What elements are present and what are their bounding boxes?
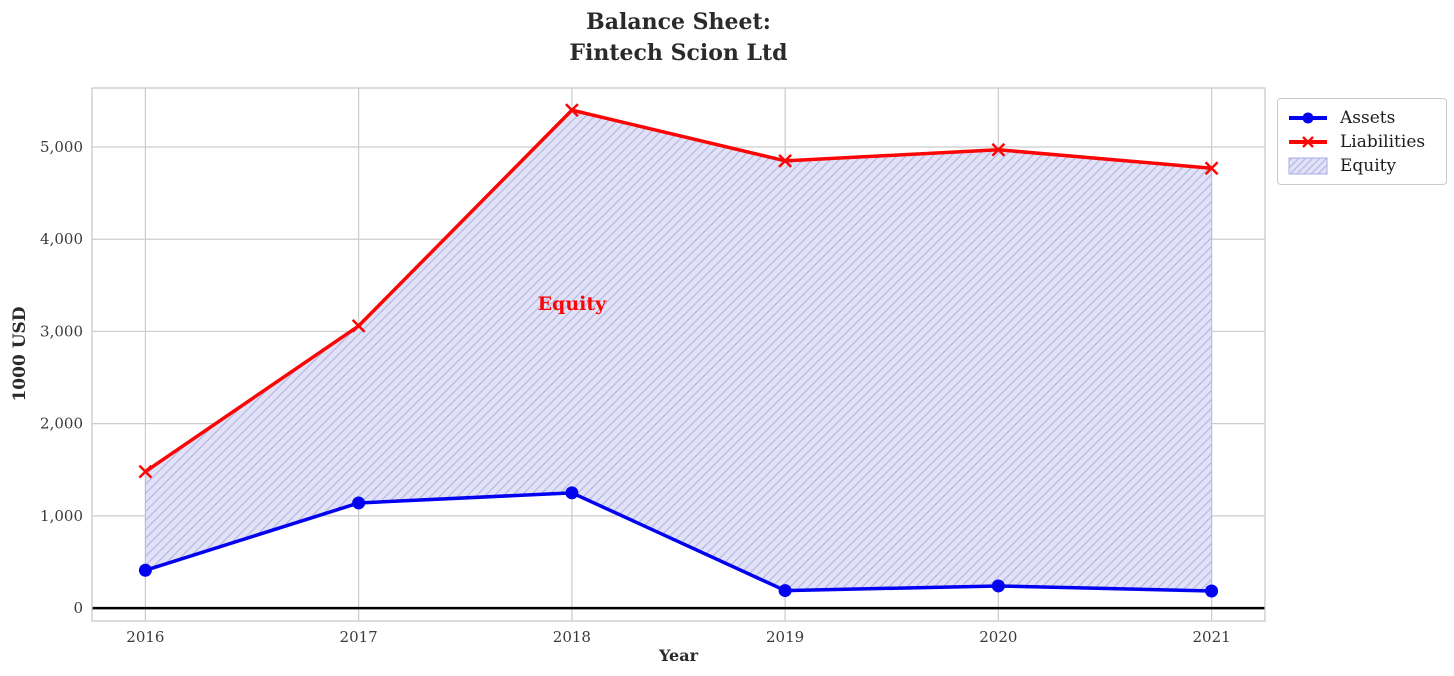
y-tick-label: 5,000 [40,138,83,156]
equity-swatch-icon [1288,157,1328,175]
y-tick-label: 1,000 [40,507,83,525]
liabilities-marker [778,153,793,168]
y-tick-label: 4,000 [40,230,83,248]
assets-line [144,491,1212,593]
legend-label-liabilities: Liabilities [1340,132,1426,152]
legend-label-assets: Assets [1340,108,1396,128]
x-tick-label: 2021 [1193,628,1231,646]
assets-marker [565,486,579,500]
legend-label-equity: Equity [1340,156,1397,176]
x-tick-label: 2020 [979,628,1017,646]
liabilities-line-sample-icon [1289,136,1327,148]
equity-annotation: Equity [538,293,608,315]
liabilities-marker [1204,161,1219,176]
liabilities-marker [351,319,366,333]
legend-item-liabilities: Liabilities [1287,130,1440,154]
x-tick-label: 2016 [126,628,164,646]
legend-item-equity: Equity [1287,154,1440,178]
assets-marker [991,579,1005,593]
x-tick-label: 2017 [340,628,378,646]
assets-line-sample-icon [1289,112,1327,124]
x-tick-label: 2019 [766,628,804,646]
chart-title: Balance Sheet: Fintech Scion Ltd [569,9,788,66]
liabilities-marker [564,103,579,118]
assets-marker [352,496,366,510]
x-tick-label: 2018 [553,628,591,646]
liabilities-marker [991,142,1006,157]
legend: Assets Liabilities Equity [1277,98,1447,185]
assets-marker [778,584,792,598]
liabilities-line [144,108,1212,474]
plot-frame [91,87,1266,622]
y-tick-label: 2,000 [40,415,83,433]
liabilities-marker [138,464,153,479]
assets-marker [1205,584,1219,598]
y-tick-label: 0 [73,599,83,617]
y-tick-label: 3,000 [40,322,83,340]
legend-item-assets: Assets [1287,106,1440,130]
assets-marker [138,563,152,577]
x-axis-label: Year [658,646,698,665]
